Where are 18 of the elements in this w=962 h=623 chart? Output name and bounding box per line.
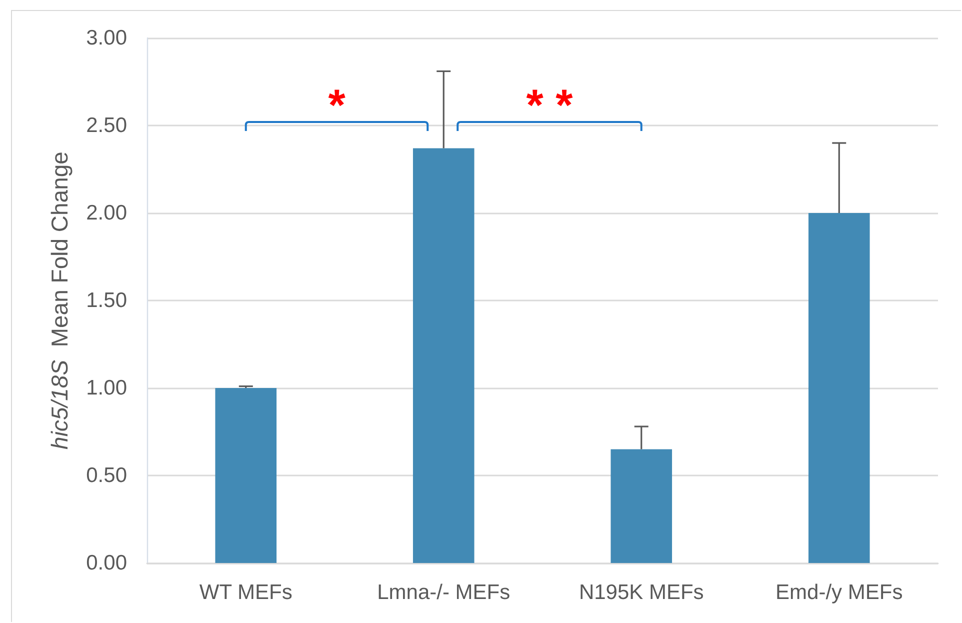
bar [808, 213, 870, 563]
y-tick-label: 0.50 [86, 464, 127, 487]
y-tick-label: 2.00 [86, 202, 127, 224]
bar [610, 449, 672, 563]
x-tick-label: N195K MEFs [578, 581, 704, 604]
x-tick-label: Lmna-/- MEFs [377, 581, 510, 604]
annotation: * [328, 81, 346, 130]
y-tick-label: 0.00 [86, 552, 127, 574]
x-tick-label: Emd-/y MEFs [776, 581, 903, 604]
y-tick-label: 2.50 [86, 114, 127, 137]
x-tick-label: WT MEFs [199, 581, 292, 604]
y-tick-label: 1.50 [86, 289, 127, 312]
y-tick-label: 1.00 [86, 376, 127, 400]
annotation: * * [526, 81, 574, 130]
y-axis-title: hic5/18S Mean Fold Change [46, 152, 72, 450]
bar [412, 148, 474, 563]
bar [215, 388, 277, 563]
y-tick-label: 3.00 [86, 26, 127, 50]
